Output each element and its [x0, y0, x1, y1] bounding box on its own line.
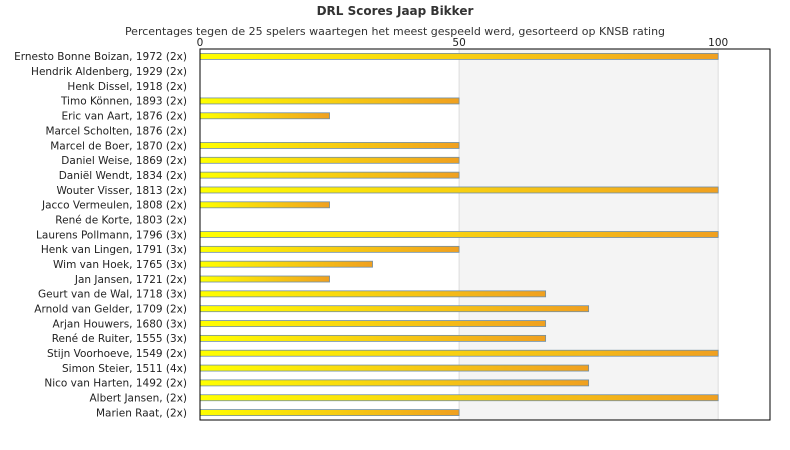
bar	[199, 142, 460, 149]
x-tick-label: 50	[452, 37, 465, 49]
category-label: Marcel Scholten, 1876 (2x)	[45, 125, 187, 137]
plot-frame	[199, 48, 771, 421]
bar	[199, 97, 460, 105]
category-label: Wouter Visser, 1813 (2x)	[57, 185, 188, 197]
category-label: Timo Können, 1893 (2x)	[60, 96, 187, 108]
category-label: Marien Raat, (2x)	[96, 407, 187, 419]
x-tick-label: 0	[197, 37, 204, 49]
category-label: René de Korte, 1803 (2x)	[55, 214, 187, 226]
category-label: Ernesto Bonne Boizan, 1972 (2x)	[14, 51, 187, 63]
bar	[199, 112, 330, 120]
category-label: Geurt van de Wal, 1718 (3x)	[38, 289, 187, 301]
category-label: Jacco Vermeulen, 1808 (2x)	[41, 200, 187, 212]
bar	[199, 290, 547, 298]
bar	[199, 379, 590, 387]
chart-subtitle: Percentages tegen de 25 spelers waartege…	[124, 25, 666, 38]
category-label: Hendrik Aldenberg, 1929 (2x)	[31, 66, 187, 78]
bar	[199, 245, 460, 253]
category-label: Albert Jansen, (2x)	[89, 393, 187, 405]
x-tick-label: 100	[708, 37, 728, 49]
bar	[199, 275, 330, 283]
category-label: Laurens Pollmann, 1796 (3x)	[36, 229, 187, 241]
bar	[199, 334, 547, 342]
chart-title: DRL Scores Jaap Bikker	[316, 4, 474, 18]
category-label: Arjan Houwers, 1680 (3x)	[53, 318, 187, 330]
bar	[199, 186, 719, 194]
bar	[199, 201, 330, 209]
bar	[199, 305, 590, 313]
bar	[199, 156, 460, 164]
category-label: Marcel de Boer, 1870 (2x)	[50, 140, 187, 152]
category-label: Wim van Hoek, 1765 (3x)	[53, 259, 187, 271]
category-label: Jan Jansen, 1721 (2x)	[74, 274, 187, 286]
bar	[199, 320, 547, 327]
category-label: Daniel Weise, 1869 (2x)	[61, 155, 187, 167]
bar	[199, 231, 719, 238]
category-label: Eric van Aart, 1876 (2x)	[62, 111, 188, 123]
bar	[199, 171, 460, 179]
category-label: Daniël Wendt, 1834 (2x)	[59, 170, 187, 182]
bar	[199, 260, 373, 268]
bar	[199, 394, 719, 402]
category-label: Henk Dissel, 1918 (2x)	[67, 81, 187, 93]
category-label: Henk van Lingen, 1791 (3x)	[41, 244, 187, 256]
category-label: Nico van Harten, 1492 (2x)	[44, 378, 187, 390]
category-label: Simon Steier, 1511 (4x)	[62, 363, 187, 375]
bar	[199, 53, 719, 60]
category-label: René de Ruiter, 1555 (3x)	[52, 333, 187, 345]
category-label: Arnold van Gelder, 1709 (2x)	[34, 304, 187, 316]
bar	[199, 409, 460, 416]
bar	[199, 364, 590, 372]
category-label: Stijn Voorhoeve, 1549 (2x)	[47, 348, 187, 360]
bar	[199, 349, 719, 357]
